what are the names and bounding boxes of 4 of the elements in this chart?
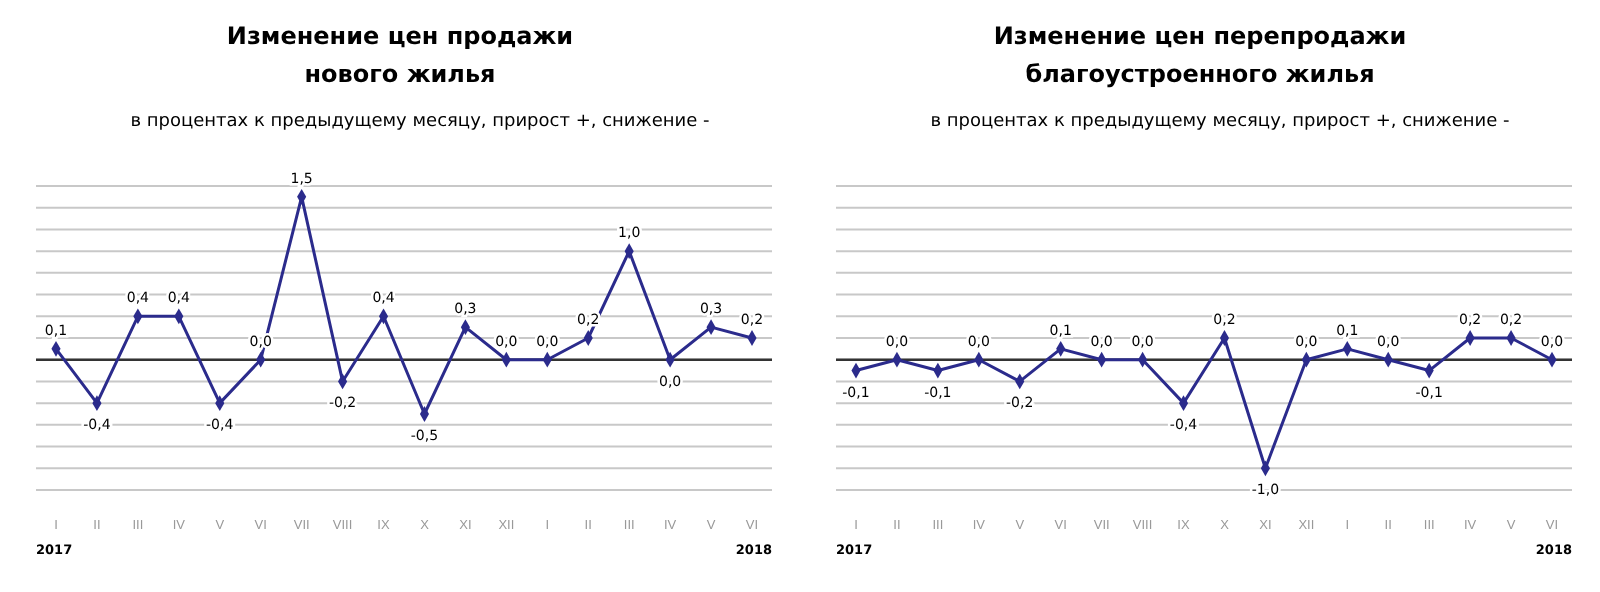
- chart-title: Изменение цен продажи нового жилья: [226, 22, 574, 88]
- chart-title: Изменение цен перепродажи благоустроенного жилья: [993, 22, 1407, 88]
- chart-subtitle: в процентах к предыдущему месяцу, прирост +, снижение -: [130, 112, 710, 132]
- chart-subtitle: в процентах к предыдущему месяцу, прирост +, снижение -: [930, 112, 1510, 132]
